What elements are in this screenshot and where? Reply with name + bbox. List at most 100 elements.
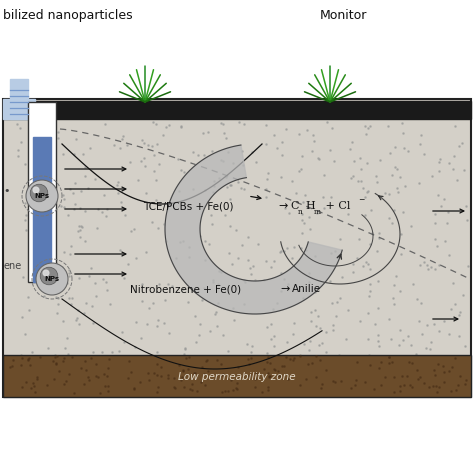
Point <box>435 261 443 269</box>
Point <box>366 240 374 248</box>
Point <box>413 295 420 303</box>
Point <box>134 377 141 385</box>
Point <box>241 278 249 286</box>
Point <box>296 382 304 389</box>
Point <box>271 342 278 350</box>
Point <box>81 172 88 180</box>
Point <box>53 310 60 317</box>
Point <box>374 304 382 312</box>
Point <box>413 366 420 374</box>
Point <box>240 185 247 192</box>
Point <box>238 241 246 248</box>
Point <box>356 154 364 161</box>
Point <box>418 330 426 337</box>
Point <box>36 353 44 361</box>
Point <box>414 375 421 383</box>
Point <box>152 176 159 184</box>
Point <box>267 264 275 271</box>
Text: + Cl: + Cl <box>322 201 350 211</box>
Point <box>263 323 270 331</box>
Point <box>312 367 320 375</box>
Point <box>148 369 155 376</box>
Point <box>301 356 309 363</box>
Point <box>366 361 374 369</box>
Point <box>386 149 393 156</box>
Point <box>215 268 223 275</box>
Point <box>381 190 389 197</box>
Point <box>450 152 458 159</box>
Point <box>221 387 229 394</box>
Point <box>333 298 340 306</box>
Point <box>204 356 211 364</box>
Point <box>214 280 222 288</box>
Point <box>138 297 146 304</box>
Point <box>375 342 383 350</box>
Point <box>93 225 101 232</box>
Point <box>116 373 123 380</box>
Point <box>122 211 129 219</box>
Point <box>390 374 398 381</box>
Point <box>309 147 316 155</box>
Point <box>78 223 86 230</box>
Point <box>255 360 263 368</box>
Point <box>397 361 404 368</box>
Point <box>274 367 282 374</box>
Point <box>436 155 444 163</box>
Point <box>219 120 227 128</box>
Point <box>127 228 135 235</box>
Point <box>191 312 199 320</box>
Point <box>364 188 371 196</box>
Point <box>80 309 88 317</box>
Point <box>74 377 82 385</box>
Point <box>146 376 153 384</box>
Point <box>138 136 146 144</box>
Point <box>89 319 96 327</box>
Point <box>443 219 450 227</box>
Point <box>96 389 103 396</box>
Point <box>65 294 73 301</box>
Point <box>446 159 453 167</box>
Point <box>227 376 235 384</box>
Point <box>455 382 462 389</box>
Point <box>227 195 234 202</box>
Point <box>337 294 344 301</box>
Point <box>340 353 347 361</box>
Text: C: C <box>290 201 299 211</box>
Point <box>71 179 79 187</box>
Point <box>372 173 380 180</box>
Point <box>346 384 354 392</box>
Point <box>409 359 416 367</box>
Point <box>388 172 396 179</box>
Point <box>408 223 415 230</box>
Point <box>120 338 128 346</box>
Point <box>55 134 62 141</box>
Point <box>205 240 213 247</box>
Point <box>154 140 161 148</box>
Point <box>210 182 218 190</box>
Point <box>416 261 423 269</box>
Point <box>264 386 272 393</box>
Point <box>118 136 126 143</box>
Point <box>337 358 345 365</box>
Point <box>222 134 230 142</box>
Point <box>130 385 138 393</box>
Point <box>380 381 388 388</box>
Point <box>65 371 73 378</box>
Point <box>361 193 369 201</box>
Point <box>449 165 457 173</box>
Bar <box>3 101 471 119</box>
Point <box>101 374 109 382</box>
Point <box>54 300 62 308</box>
Point <box>423 261 431 269</box>
Point <box>244 256 252 264</box>
Point <box>23 378 30 386</box>
Point <box>139 281 146 288</box>
Point <box>65 269 73 277</box>
Point <box>207 327 214 334</box>
Point <box>290 356 297 364</box>
Point <box>36 155 44 163</box>
Point <box>64 334 71 341</box>
Point <box>364 310 372 317</box>
Point <box>248 148 255 155</box>
Point <box>328 249 335 257</box>
